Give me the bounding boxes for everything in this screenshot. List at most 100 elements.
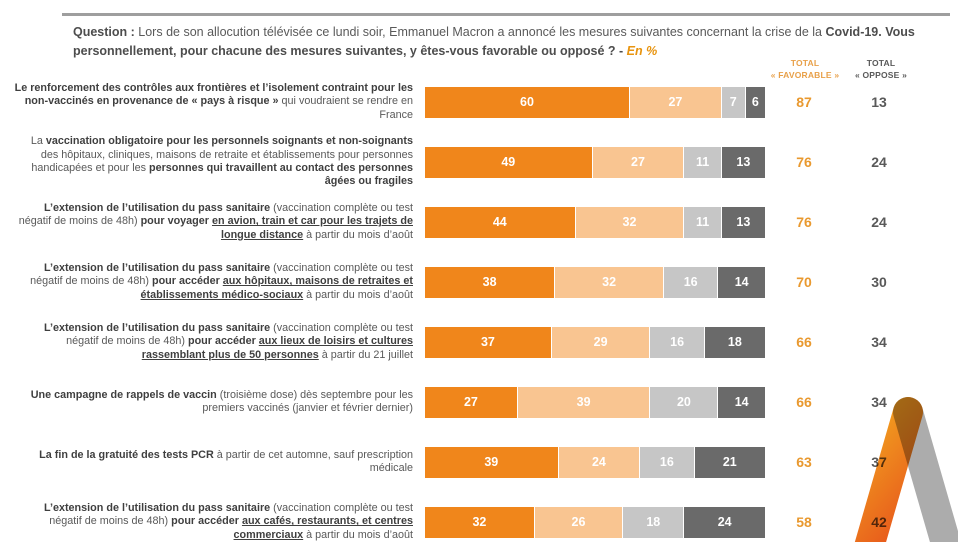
bar-segment-orange-clair: 24 [557, 446, 640, 478]
bar-segment-orange-fonce: 32 [425, 506, 534, 538]
row-label-segment: (troisième dose) dès septembre pour les … [202, 388, 413, 414]
bar-segment-orange-fonce: 60 [425, 86, 629, 118]
row-label-segment: à partir de cet automne, sauf prescripti… [213, 448, 413, 474]
bar-segment-gris-clair: 20 [649, 386, 718, 418]
bar-segment-orange-clair: 27 [591, 146, 684, 178]
total-oppose-value: 13 [871, 94, 887, 110]
total-favorable-value: 58 [796, 514, 812, 530]
row-label-segment: aux hôpitaux, maisons de retraites et ét… [140, 275, 413, 301]
total-oppose-value: 30 [871, 274, 887, 290]
row-label-segment: à partir du mois d’août [303, 528, 413, 541]
column-header-total-favorable-line1: TOTAL [790, 58, 820, 68]
row-label: Une campagne de rappels de vaccin (trois… [13, 389, 425, 416]
total-favorable-value: 63 [796, 454, 812, 470]
bar-segment-orange-clair: 26 [533, 506, 623, 538]
bar-segment-orange-fonce: 44 [425, 206, 575, 238]
bar-segment-orange-fonce: 27 [425, 386, 517, 418]
bar-segment-orange-clair: 32 [574, 206, 684, 238]
bar-segment-gris-fonce: 24 [683, 506, 765, 538]
table-row: Le renforcement des contrôles aux fronti… [13, 72, 951, 132]
row-label-segment: (vaccination complète ou test négatif de… [30, 261, 413, 288]
row-label-segment: en avion, train et car pour les trajets … [211, 215, 413, 241]
row-label: L’extension de l’utilisation du pass san… [13, 502, 425, 542]
bar-segment-gris-clair: 11 [683, 146, 721, 178]
bar-segment-gris-fonce: 18 [703, 326, 765, 358]
row-label: L’extension de l’utilisation du pass san… [13, 322, 425, 362]
table-row: L’extension de l’utilisation du pass san… [13, 312, 951, 372]
bar-segment-gris-clair: 7 [720, 86, 745, 118]
bar-segment-gris-clair: 16 [662, 266, 718, 298]
row-label-segment: L’extension de l’utilisation du pass san… [43, 501, 271, 514]
column-header-total-favorable: TOTAL « FAVORABLE » [763, 58, 847, 82]
row-label-segment: aux lieux de loisirs et cultures rassemb… [141, 335, 413, 361]
bar-segment-orange-fonce: 37 [425, 326, 551, 358]
row-label-segment: à partir du mois d’août [303, 288, 413, 301]
total-favorable-value: 66 [796, 334, 812, 350]
row-label-segment: La [30, 135, 46, 148]
table-row: Une campagne de rappels de vaccin (trois… [13, 372, 951, 432]
row-label-segment: (vaccination complète ou test négatif de… [66, 321, 413, 348]
row-label-segment: La fin de la gratuité des tests PCR [39, 448, 214, 461]
elabe-chevron-logo-icon [854, 397, 958, 542]
row-label-segment: qui voudraient se rendre en France [278, 95, 413, 121]
bar-segment-orange-clair: 32 [554, 266, 663, 298]
chart-rows: Le renforcement des contrôles aux fronti… [13, 72, 951, 552]
question-body: Lors de son allocution télévisée ce lund… [138, 25, 826, 39]
total-favorable-value: 66 [796, 394, 812, 410]
bar-segment-gris-clair: 11 [683, 206, 721, 238]
row-label: La fin de la gratuité des tests PCR à pa… [13, 449, 425, 476]
bar-segment-gris-fonce: 13 [720, 146, 765, 178]
bar-segment-gris-fonce: 6 [744, 86, 765, 118]
total-oppose-value: 34 [871, 334, 887, 350]
bar-segment-gris-fonce: 13 [720, 206, 765, 238]
question-prefix: Question : [73, 25, 139, 39]
bar-segment-gris-clair: 16 [649, 326, 704, 358]
bar-segment-orange-clair: 39 [516, 386, 650, 418]
question-dash: - [619, 43, 627, 58]
top-rule [62, 13, 950, 16]
row-label-segment: L’extension de l’utilisation du pass san… [43, 201, 271, 214]
bar-segment-orange-clair: 29 [550, 326, 650, 358]
row-label-segment: Une campagne de rappels de vaccin [30, 388, 217, 401]
stacked-bar: 60 27 7 6 [425, 86, 765, 118]
column-header-total-oppose-line1: TOTAL [866, 58, 896, 68]
row-label-segment: à partir du mois d’août [303, 228, 413, 241]
total-oppose-value: 24 [871, 154, 887, 170]
bar-segment-gris-fonce: 21 [693, 446, 765, 478]
row-label-segment: aux cafés, restaurants, et centres comme… [233, 515, 413, 541]
stacked-bar: 49 27 11 13 [425, 146, 765, 178]
bar-segment-gris-clair: 16 [639, 446, 694, 478]
row-label-segment: pour voyager [140, 215, 212, 228]
row-label: L’extension de l’utilisation du pass san… [13, 262, 425, 302]
bar-segment-orange-clair: 27 [629, 86, 721, 118]
total-favorable-value: 76 [796, 214, 812, 230]
table-row: L’extension de l’utilisation du pass san… [13, 192, 951, 252]
row-label: Le renforcement des contrôles aux fronti… [13, 82, 425, 122]
row-label: La vaccination obligatoire pour les pers… [13, 135, 425, 189]
table-row: L’extension de l’utilisation du pass san… [13, 492, 951, 552]
column-header-total-oppose: TOTAL « OPPOSE » [845, 58, 917, 82]
column-header-total-favorable-line2: « FAVORABLE » [770, 69, 840, 80]
row-label-segment: (vaccination complète ou test négatif de… [49, 501, 413, 528]
row-label-segment: Le renforcement des contrôles aux fronti… [14, 81, 413, 108]
stacked-bar: 38 32 16 14 [425, 266, 765, 298]
total-favorable-value: 87 [796, 94, 812, 110]
stacked-bar: 32 26 18 24 [425, 506, 765, 538]
row-label-segment: vaccination obligatoire pour les personn… [45, 135, 413, 148]
row-label-segment: pour accéder [151, 275, 223, 288]
column-header-total-oppose-line2: « OPPOSE » [854, 69, 908, 80]
question-bold: Covid-19. Vous personnellement, pour cha… [73, 25, 915, 58]
row-label-segment: L’extension de l’utilisation du pass san… [43, 321, 271, 334]
question-text: Question : Lors de son allocution télévi… [73, 23, 931, 61]
stacked-bar: 44 32 11 13 [425, 206, 765, 238]
row-label-segment: des hôpitaux, cliniques, maisons de retr… [31, 148, 413, 174]
bar-segment-gris-fonce: 14 [717, 386, 765, 418]
stacked-bar: 37 29 16 18 [425, 326, 765, 358]
table-row: La vaccination obligatoire pour les pers… [13, 132, 951, 192]
row-label-segment: pour accéder [171, 515, 242, 528]
table-row: L’extension de l’utilisation du pass san… [13, 252, 951, 312]
row-label-segment: L’extension de l’utilisation du pass san… [43, 261, 271, 274]
row-label-segment: pour accéder [187, 335, 259, 348]
row-label-segment: à partir du 21 juillet [318, 348, 413, 361]
total-favorable-value: 70 [796, 274, 812, 290]
